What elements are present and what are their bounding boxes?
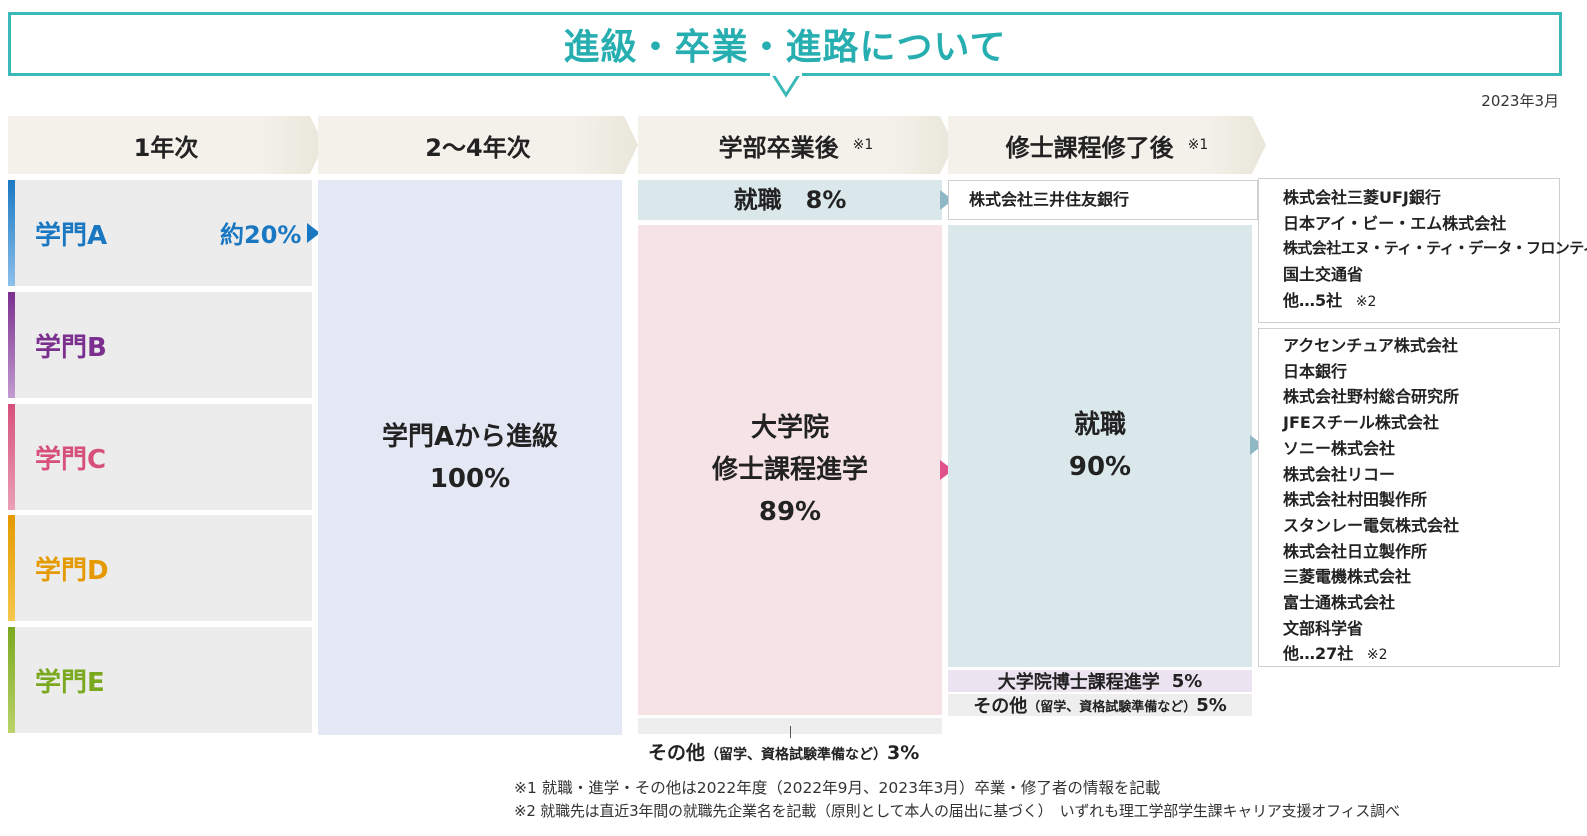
header-after-master-note: ※1 <box>1187 137 1209 153</box>
gakumon-a-bar <box>8 180 15 286</box>
company-item: 株式会社リコー <box>1283 464 1396 484</box>
master-other-label: その他 <box>973 696 1028 717</box>
undergrad-other: その他（留学、資格試験準備など）3% <box>648 738 919 765</box>
company-item: JFEスチール株式会社 <box>1283 413 1439 433</box>
gakumon-b: 学門B <box>8 292 312 398</box>
footnote-2: ※2 就職先は直近3年間の就職先企業名を記載（原則として本人の届出に基づく） い… <box>514 802 1400 820</box>
master-other-box: その他 （留学、資格試験準備など） 5% <box>948 694 1252 717</box>
gakumon-d-label: 学門D <box>35 555 109 586</box>
undergrad-employment-box: 就職 8% <box>638 180 942 220</box>
company-other-note: ※2 <box>1355 293 1377 310</box>
undergrad-employment-label: 就職 8% <box>733 186 847 214</box>
promotion-percent: 100% <box>429 463 511 494</box>
company-item: 株式会社日立製作所 <box>1283 541 1428 561</box>
page-title-box: 進級・卒業・進路について <box>8 12 1562 76</box>
gakumon-c-label: 学門C <box>35 444 107 475</box>
arrow-right-icon <box>307 223 320 243</box>
undergrad-company-box: 株式会社三井住友銀行 <box>948 180 1258 220</box>
master-other-percent: 5% <box>1196 694 1227 716</box>
gakumon-a: 学門A <box>8 180 312 286</box>
gakumon-e: 学門E <box>8 627 312 733</box>
header-after-undergrad: 学部卒業後 ※1 <box>638 116 954 174</box>
gakumon-c-bar <box>8 404 15 510</box>
header-year2-4: 2〜4年次 <box>318 116 638 174</box>
company-item: 日本銀行 <box>1283 361 1348 381</box>
gakumon-e-label: 学門E <box>35 667 105 698</box>
company-item: 三菱電機株式会社 <box>1283 567 1412 587</box>
title-pointer-icon <box>770 73 802 98</box>
master-employment-box: 就職 90% <box>948 225 1252 667</box>
footnote-1: ※1 就職・進学・その他は2022年度（2022年9月、2023年3月）卒業・修… <box>514 779 1161 797</box>
undergrad-other-percent: 3% <box>887 742 920 764</box>
company-other-label: 他…27社 <box>1283 644 1354 664</box>
company-other: 他…27社 ※2 <box>1283 641 1559 669</box>
company-item: 株式会社三菱UFJ銀行 <box>1283 188 1441 207</box>
gakumon-d: 学門D <box>8 515 312 621</box>
company-item: 株式会社エヌ・ティ・ティ・データ・フロンティア <box>1283 239 1587 258</box>
master-doctor-box: 大学院博士課程進学 5% <box>948 670 1252 693</box>
gakumon-e-bar <box>8 627 15 733</box>
company-other-note: ※2 <box>1366 647 1388 664</box>
undergrad-grad-percent: 89% <box>758 497 822 527</box>
header-year2-4-label: 2〜4年次 <box>425 133 531 162</box>
company-item: 株式会社野村総合研究所 <box>1283 387 1460 407</box>
master-doctor-percent: 5% <box>1171 670 1203 692</box>
master-employment-percent: 90% <box>1068 452 1132 482</box>
company-item: 文部科学省 <box>1283 618 1364 638</box>
undergrad-grad-label-1: 大学院 <box>750 413 829 443</box>
company-item: スタンレー電気株式会社 <box>1283 515 1460 535</box>
promotion-label: 学門Aから進級 <box>381 421 559 452</box>
companies-bottom-box: アクセンチュア株式会社 日本銀行 株式会社野村総合研究所 JFEスチール株式会社… <box>1258 328 1560 667</box>
undergrad-other-leader <box>790 726 791 738</box>
gakumon-c: 学門C <box>8 404 312 510</box>
gakumon-a-label: 学門A <box>35 220 108 251</box>
gakumon-a-percent: 約20% <box>220 221 302 249</box>
undergrad-other-label: その他 <box>648 742 706 764</box>
gakumon-b-bar <box>8 292 15 398</box>
company-item: 国土交通省 <box>1283 265 1364 285</box>
undergrad-grad-label-2: 修士課程進学 <box>711 455 868 485</box>
header-year1-label: 1年次 <box>133 133 199 162</box>
companies-top-box: 株式会社三菱UFJ銀行 日本アイ・ビー・エム株式会社 株式会社エヌ・ティ・ティ・… <box>1258 178 1587 323</box>
date-label: 2023年3月 <box>1481 92 1559 110</box>
company-item: アクセンチュア株式会社 <box>1283 336 1458 355</box>
company-item: ソニー株式会社 <box>1283 438 1396 458</box>
undergrad-other-detail: （留学、資格試験準備など） <box>705 747 888 763</box>
master-doctor-label: 大学院博士課程進学 <box>997 672 1160 693</box>
gakumon-d-bar <box>8 515 15 621</box>
header-after-master: 修士課程修了後 ※1 <box>948 116 1266 174</box>
master-other-detail: （留学、資格試験準備など） <box>1027 699 1197 715</box>
undergrad-grad-box: 大学院 修士課程進学 89% <box>638 225 942 715</box>
undergrad-company: 株式会社三井住友銀行 <box>969 190 1130 210</box>
header-after-undergrad-note: ※1 <box>852 137 874 153</box>
page-title: 進級・卒業・進路について <box>563 27 1007 68</box>
header-after-undergrad-label: 学部卒業後 <box>718 133 839 162</box>
company-item: 日本アイ・ビー・エム株式会社 <box>1283 213 1507 233</box>
header-after-master-label: 修士課程修了後 <box>1005 133 1174 162</box>
company-item: 富士通株式会社 <box>1283 593 1396 613</box>
company-other-label: 他…5社 <box>1283 290 1343 310</box>
header-year1: 1年次 <box>8 116 324 174</box>
company-item: 株式会社村田製作所 <box>1283 490 1428 510</box>
master-employment-label: 就職 <box>1073 410 1126 440</box>
gakumon-b-label: 学門B <box>35 332 107 363</box>
promotion-box: 学門Aから進級 100% <box>318 180 622 735</box>
company-other: 他…5社 ※2 <box>1283 288 1559 316</box>
